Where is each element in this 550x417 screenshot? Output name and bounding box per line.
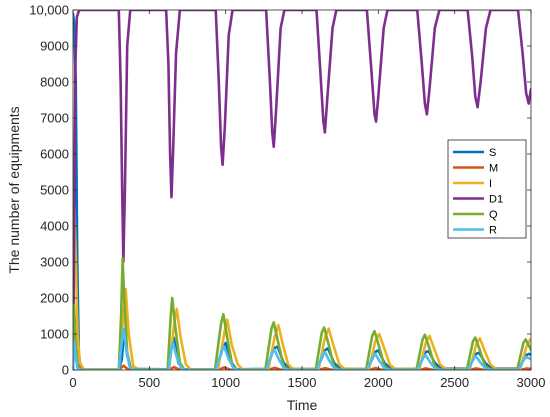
x-tick-label: 500: [138, 375, 160, 390]
x-axis-label: Time: [287, 397, 318, 413]
legend-label-m: M: [489, 163, 498, 175]
x-tick-label: 3000: [517, 375, 546, 390]
legend-label-q: Q: [489, 209, 498, 221]
legend-label-i: I: [489, 178, 492, 190]
x-tick-label: 1500: [288, 375, 317, 390]
y-tick-label: 1000: [40, 327, 69, 342]
legend-label-r: R: [489, 225, 497, 237]
y-tick-label: 3000: [40, 255, 69, 270]
y-axis: 0 1000 2000 3000 4000 5000 6000 7000 8000 9000 10,…: [29, 3, 531, 378]
y-tick-label: 0: [62, 363, 69, 378]
y-tick-label: 7000: [40, 111, 69, 126]
series-layer: [73, 10, 531, 370]
y-tick-label: 8000: [40, 75, 69, 90]
y-axis-label: The number of equipments: [6, 106, 22, 273]
series-line-r: [73, 327, 531, 370]
legend: SMI D1 QR: [447, 139, 527, 239]
y-tick-label: 6000: [40, 147, 69, 162]
legend-label-s: S: [489, 147, 496, 159]
y-tick-label: 2000: [40, 291, 69, 306]
x-tick-label: 2500: [440, 375, 469, 390]
x-axis: 0 500 1000 1500 2000 2500 3000: [69, 10, 545, 390]
series-line-d1: [73, 10, 531, 370]
y-tick-label: 5000: [40, 183, 69, 198]
legend-box: [447, 139, 527, 239]
y-tick-label: 9000: [40, 39, 69, 54]
y-tick-label: 10,000: [29, 3, 69, 18]
x-tick-label: 0: [69, 375, 76, 390]
legend-label-d1: D1: [489, 194, 503, 206]
x-tick-label: 2000: [364, 375, 393, 390]
x-tick-label: 1000: [211, 375, 240, 390]
y-tick-label: 4000: [40, 219, 69, 234]
